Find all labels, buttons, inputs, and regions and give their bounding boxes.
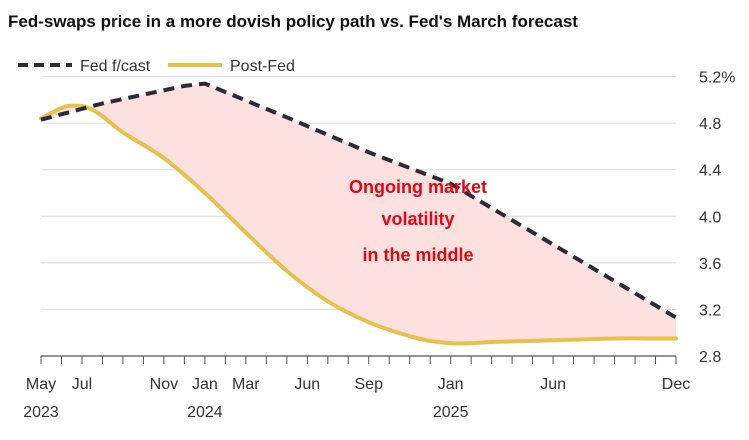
y-tick-label: 5.2% — [699, 70, 735, 87]
y-tick-label: 4.4 — [699, 163, 721, 180]
annotation: Ongoing market volatility in the middle — [349, 177, 487, 265]
series-lines — [39, 81, 678, 346]
x-year-label: 2025 — [433, 404, 469, 421]
series-line-fed-f-cast — [40, 81, 678, 320]
y-axis-labels: 5.2% 4.8 4.4 4.0 3.6 3.2 2.8 — [699, 70, 735, 366]
series-line-post-fed — [39, 103, 678, 346]
y-tick-label: 4.8 — [699, 116, 721, 133]
x-tick-label: Dec — [662, 376, 690, 393]
x-tick-label: Nov — [150, 376, 178, 393]
shaded-area — [41, 83, 676, 344]
annotation-line-2: volatility — [381, 209, 454, 229]
x-tick-label: Jun — [294, 376, 320, 393]
x-axis-labels: May Jul Nov Jan Mar Jun Sep Jan Jun Dec 2023 2024 20… — [23, 376, 690, 421]
x-tick-label: Jul — [72, 376, 92, 393]
legend: Fed f/cast Post-Fed — [18, 58, 295, 75]
x-year-label: 2023 — [23, 404, 59, 421]
y-tick-label: 2.8 — [699, 349, 721, 366]
y-tick-label: 4.0 — [699, 209, 721, 226]
x-tick-label: Jun — [540, 376, 566, 393]
x-tick-label: Jan — [192, 376, 218, 393]
x-axis — [40, 355, 677, 364]
annotation-line-3: in the middle — [362, 245, 473, 265]
y-tick-label: 3.2 — [699, 302, 721, 319]
x-tick-label: Mar — [232, 376, 260, 393]
x-tick-label: Jan — [438, 376, 464, 393]
chart-title: Fed-swaps price in a more dovish policy … — [8, 12, 578, 31]
x-tick-label: May — [26, 376, 56, 393]
y-tick-label: 3.6 — [699, 256, 721, 273]
x-year-label: 2024 — [187, 404, 223, 421]
x-tick-label: Sep — [355, 376, 384, 393]
legend-label-post-fed: Post-Fed — [230, 58, 295, 75]
legend-label-fed-forecast: Fed f/cast — [80, 58, 151, 75]
annotation-line-1: Ongoing market — [349, 177, 487, 197]
